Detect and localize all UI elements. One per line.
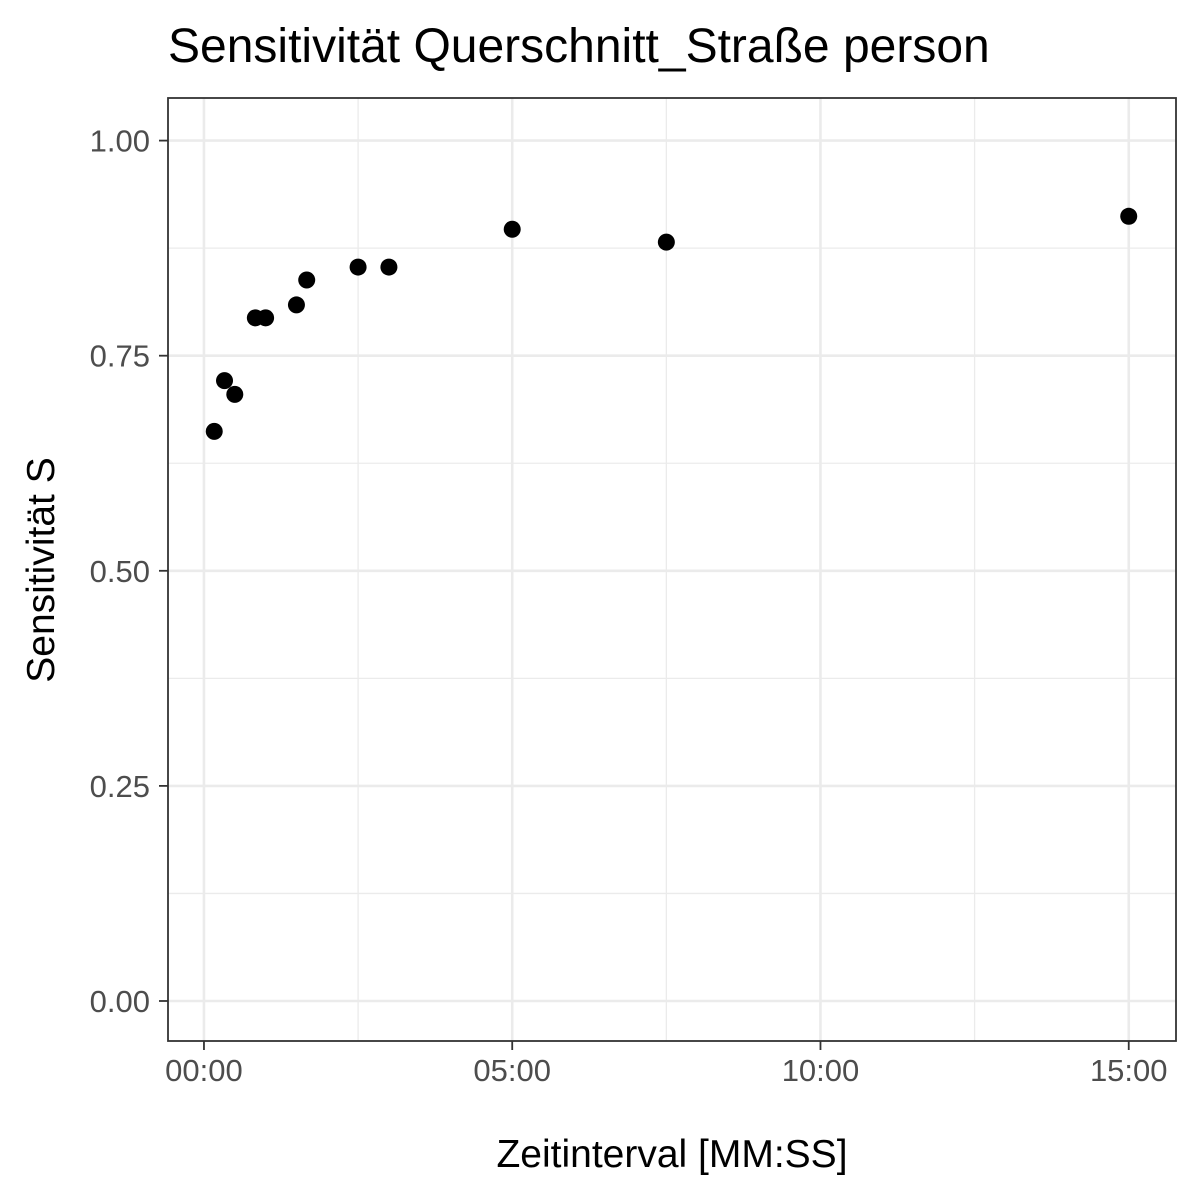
- data-points: [205, 207, 1138, 440]
- data-point: [257, 309, 275, 327]
- x-axis-label: Zeitinterval [MM:SS]: [496, 1133, 847, 1176]
- y-tick-label: 0.50: [90, 554, 150, 589]
- x-tick-label: 15:00: [1090, 1053, 1168, 1088]
- chart-title: Sensitivität Querschnitt_Straße person: [168, 20, 990, 73]
- grid-lines: [168, 98, 1176, 1041]
- plot-panel-border: [167, 97, 1177, 1042]
- data-point: [216, 372, 234, 390]
- data-point: [380, 258, 398, 276]
- data-point: [657, 233, 675, 251]
- y-tick-label: 0.75: [90, 339, 150, 374]
- x-tick-label: 10:00: [782, 1053, 860, 1088]
- y-tick-label: 1.00: [90, 124, 150, 159]
- x-axis-ticks: 00:00 05:00 10:00 15:00: [165, 1041, 1168, 1088]
- y-axis-label: Sensitivität S: [20, 457, 63, 682]
- data-point: [226, 385, 244, 403]
- data-point: [287, 296, 305, 314]
- x-tick-label: 05:00: [473, 1053, 551, 1088]
- y-tick-label: 0.00: [90, 984, 150, 1019]
- data-point: [349, 258, 367, 276]
- x-tick-label: 00:00: [165, 1053, 243, 1088]
- data-point: [205, 422, 223, 440]
- data-point: [503, 220, 521, 238]
- data-point: [298, 271, 316, 289]
- y-axis-ticks: 0.00 0.25 0.50 0.75 1.00: [90, 124, 168, 1019]
- y-tick-label: 0.25: [90, 769, 150, 804]
- data-point: [1120, 207, 1138, 225]
